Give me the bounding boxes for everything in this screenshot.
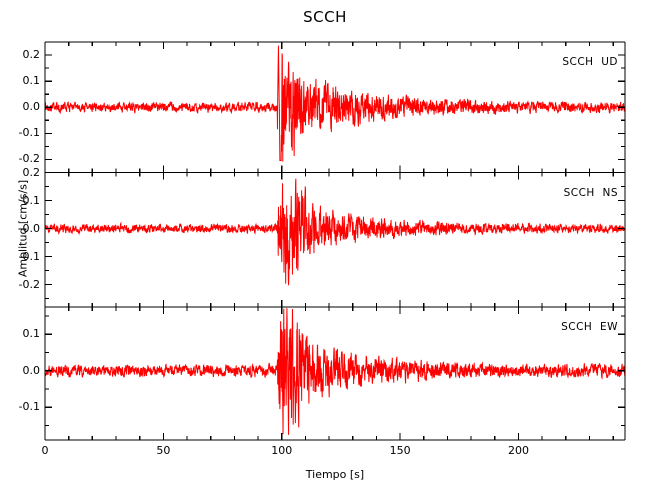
y-tick-label: -0.2 bbox=[18, 277, 40, 291]
x-tick-label: 200 bbox=[507, 444, 529, 457]
waveform-trace-ew bbox=[45, 308, 625, 435]
y-tick-label: 0.0 bbox=[22, 221, 41, 235]
panel-legend-ns: SCCH NS bbox=[563, 186, 618, 199]
waveform-trace-ns bbox=[45, 178, 625, 286]
x-tick-label: 100 bbox=[271, 444, 293, 457]
y-tick-label: 0.1 bbox=[22, 193, 41, 207]
y-tick-label: 0.2 bbox=[22, 165, 41, 179]
y-tick-label: 0.1 bbox=[22, 74, 41, 88]
page-title: SCCH bbox=[303, 8, 347, 26]
panel-legend-ew: SCCH EW bbox=[561, 321, 618, 333]
y-tick-label: -0.1 bbox=[18, 400, 40, 414]
waveform-trace-ud bbox=[45, 45, 625, 162]
y-tick-label: 0.2 bbox=[22, 48, 41, 62]
y-tick-label: 0.0 bbox=[22, 100, 41, 114]
x-axis-label: Tiempo [s] bbox=[305, 468, 365, 481]
x-tick-label: 0 bbox=[41, 444, 49, 457]
y-tick-label: 0.1 bbox=[22, 327, 41, 341]
y-tick-label: -0.2 bbox=[18, 152, 40, 166]
y-tick-label: 0.0 bbox=[22, 363, 41, 377]
y-tick-label: -0.1 bbox=[18, 249, 40, 263]
panel-ud bbox=[44, 41, 626, 174]
panel-legend-ud: SCCH UD bbox=[562, 56, 618, 68]
x-tick-label: 150 bbox=[389, 444, 411, 457]
x-tick-label: 50 bbox=[156, 444, 171, 457]
panel-ns bbox=[44, 171, 626, 308]
y-tick-label: -0.1 bbox=[18, 126, 40, 140]
panel-ew bbox=[44, 306, 626, 441]
